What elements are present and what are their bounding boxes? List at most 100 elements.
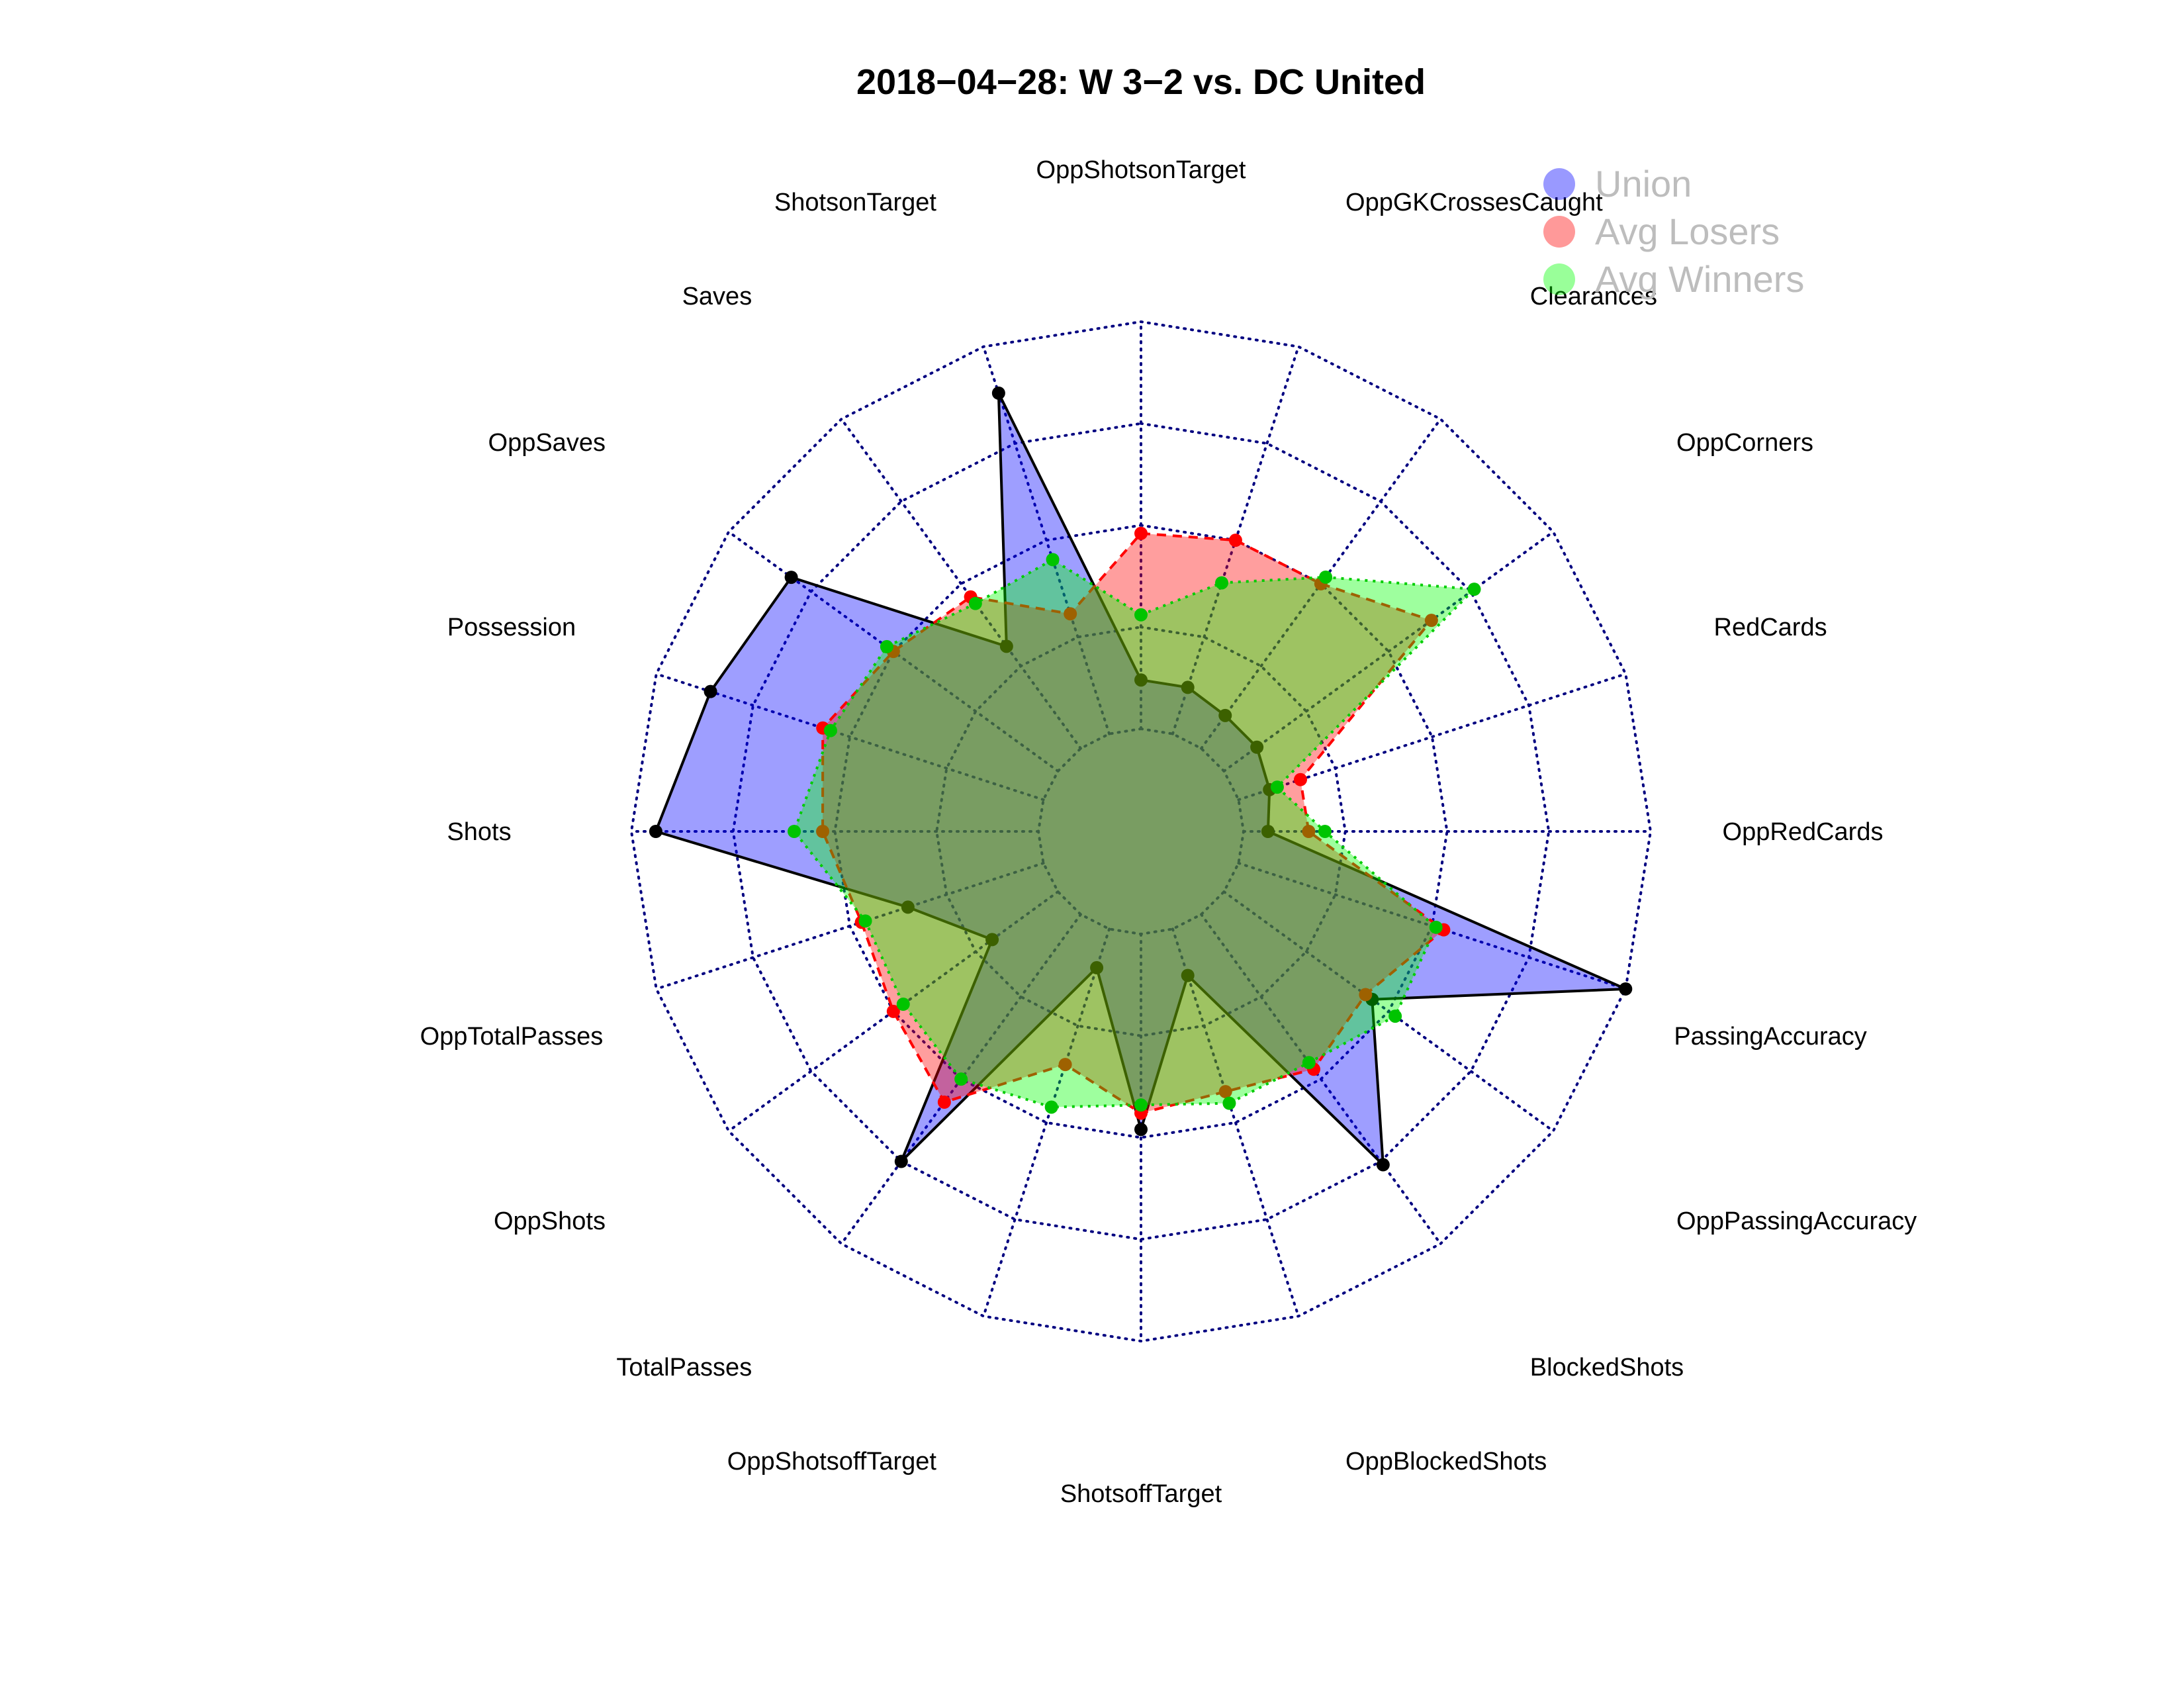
data-point-shotson-target [1064, 607, 1077, 621]
axis-label-opp-total-passes: OppTotalPasses [420, 1023, 604, 1051]
chart-title: 2018−04−28: W 3−2 vs. DC United [856, 62, 1426, 102]
axis-labels: OppShotsonTarget OppGKCrossesCaught Cleara… [420, 156, 1917, 1508]
axis-label-opp-passing-accuracy: OppPassingAccuracy [1676, 1207, 1917, 1235]
axis-label-blocked-shots: BlockedShots [1530, 1354, 1684, 1382]
grid-spoke [840, 418, 1082, 750]
data-point-clearances [1218, 708, 1232, 722]
axis-label-opp-red-cards: OppRedCards [1723, 818, 1884, 846]
data-point-red-cards [1293, 773, 1307, 786]
data-point-opp-shotsoff-target [1090, 961, 1104, 974]
legend-marker [1543, 216, 1575, 248]
legend-marker [1543, 263, 1575, 295]
data-point-possession [823, 724, 837, 737]
data-point-shots [649, 825, 662, 838]
data-point-shotsoff-target [1134, 1123, 1148, 1137]
data-point-opp-shots [886, 1004, 900, 1018]
data-point-opp-shots [896, 998, 910, 1011]
axis-label-saves: Saves [682, 283, 752, 310]
data-point-opp-blocked-shots [1181, 968, 1195, 982]
data-point-opp-red-cards [1261, 825, 1275, 838]
grid-spoke [1171, 927, 1300, 1318]
axis-label-shotsoff-target: ShotsoffTarget [1060, 1480, 1222, 1508]
legend-marker [1543, 168, 1575, 200]
data-point-opp-shotson-target [1134, 673, 1148, 687]
data-point-shots [788, 825, 801, 838]
series-avg-winners [788, 553, 1481, 1114]
legend-label: Union [1595, 163, 1692, 205]
axis-label-shots: Shots [447, 818, 511, 846]
data-point-opp-gkcrosses-caught [1181, 680, 1195, 694]
data-point-opp-corners [1250, 740, 1264, 754]
axis-label-opp-blocked-shots: OppBlockedShots [1345, 1448, 1547, 1476]
data-point-saves [999, 639, 1013, 653]
axis-label-total-passes: TotalPasses [616, 1354, 752, 1382]
data-point-opp-red-cards [1318, 825, 1332, 838]
data-point-opp-shots [985, 933, 999, 947]
data-point-opp-saves [784, 571, 798, 585]
legend-item-union: Union [1543, 163, 1692, 205]
data-point-opp-shotsoff-target [1044, 1100, 1058, 1114]
data-point-opp-blocked-shots [1218, 1085, 1232, 1099]
legend-label: Avg Winners [1595, 258, 1804, 300]
data-point-opp-shotsoff-target [1058, 1058, 1072, 1072]
data-point-blocked-shots [1376, 1158, 1390, 1172]
data-point-blocked-shots [1302, 1056, 1316, 1070]
axis-label-shotson-target: ShotsonTarget [774, 189, 936, 216]
data-point-clearances [1319, 570, 1333, 584]
data-point-passing-accuracy [1619, 982, 1633, 996]
data-point-opp-saves [880, 639, 893, 653]
axis-label-opp-shotsoff-target: OppShotsoffTarget [727, 1448, 937, 1476]
data-point-total-passes [954, 1072, 968, 1086]
data-point-passing-accuracy [1429, 920, 1443, 934]
axis-label-possession: Possession [447, 614, 576, 641]
grid-ring [629, 320, 1653, 1343]
data-point-red-cards [1270, 780, 1284, 794]
grid-spoke [982, 927, 1111, 1318]
data-point-opp-blocked-shots [1222, 1096, 1236, 1110]
data-point-opp-shotson-target [1134, 526, 1148, 540]
grid-spoke [655, 861, 1045, 990]
axis-label-opp-shotson-target: OppShotsonTarget [1036, 156, 1246, 184]
legend-item-avg-winners: Avg Winners [1543, 258, 1804, 300]
axis-label-opp-corners: OppCorners [1676, 429, 1813, 457]
axis-label-red-cards: RedCards [1714, 614, 1827, 641]
grid-spoke [1200, 913, 1442, 1245]
data-point-total-passes [894, 1154, 908, 1168]
grid-ring [935, 626, 1347, 1037]
data-point-total-passes [937, 1095, 951, 1109]
data-point-opp-shotson-target [1134, 608, 1148, 622]
legend: Union Avg Losers Avg Winners [1543, 163, 1804, 300]
legend-item-avg-losers: Avg Losers [1543, 211, 1780, 252]
axis-label-clearances: Clearances [1530, 283, 1657, 310]
series-layer [649, 386, 1633, 1172]
data-point-shotson-target [1046, 553, 1060, 567]
data-point-shotson-target [991, 386, 1005, 400]
data-point-saves [968, 596, 982, 610]
grid-spoke [655, 673, 1045, 802]
data-point-opp-gkcrosses-caught [1228, 534, 1242, 547]
axis-label-opp-saves: OppSaves [488, 429, 606, 457]
axis-label-opp-gkcrosses-caught: OppGKCrossesCaught [1345, 189, 1603, 216]
data-point-possession [704, 684, 717, 698]
grid-ring [833, 524, 1449, 1139]
data-point-shotsoff-target [1134, 1098, 1148, 1112]
data-point-opp-red-cards [1302, 825, 1316, 838]
grid-spoke [1222, 530, 1555, 773]
series-avg-losers [816, 526, 1451, 1120]
legend-label: Avg Losers [1595, 211, 1780, 252]
grid-spoke [1222, 890, 1555, 1133]
data-point-shots [816, 825, 830, 838]
axis-label-passing-accuracy: PassingAccuracy [1674, 1023, 1866, 1051]
grid-spoke [982, 345, 1111, 735]
series-area-avg-winners [792, 558, 1477, 1109]
axis-label-opp-shots: OppShots [494, 1207, 606, 1235]
data-point-opp-passing-accuracy [1359, 988, 1373, 1002]
data-point-opp-corners [1424, 614, 1438, 628]
data-point-opp-total-passes [901, 900, 915, 914]
data-point-opp-total-passes [858, 914, 872, 928]
data-point-opp-corners [1467, 583, 1481, 596]
data-point-opp-passing-accuracy [1388, 1009, 1402, 1023]
data-point-opp-gkcrosses-caught [1215, 576, 1229, 590]
series-union [649, 386, 1633, 1172]
